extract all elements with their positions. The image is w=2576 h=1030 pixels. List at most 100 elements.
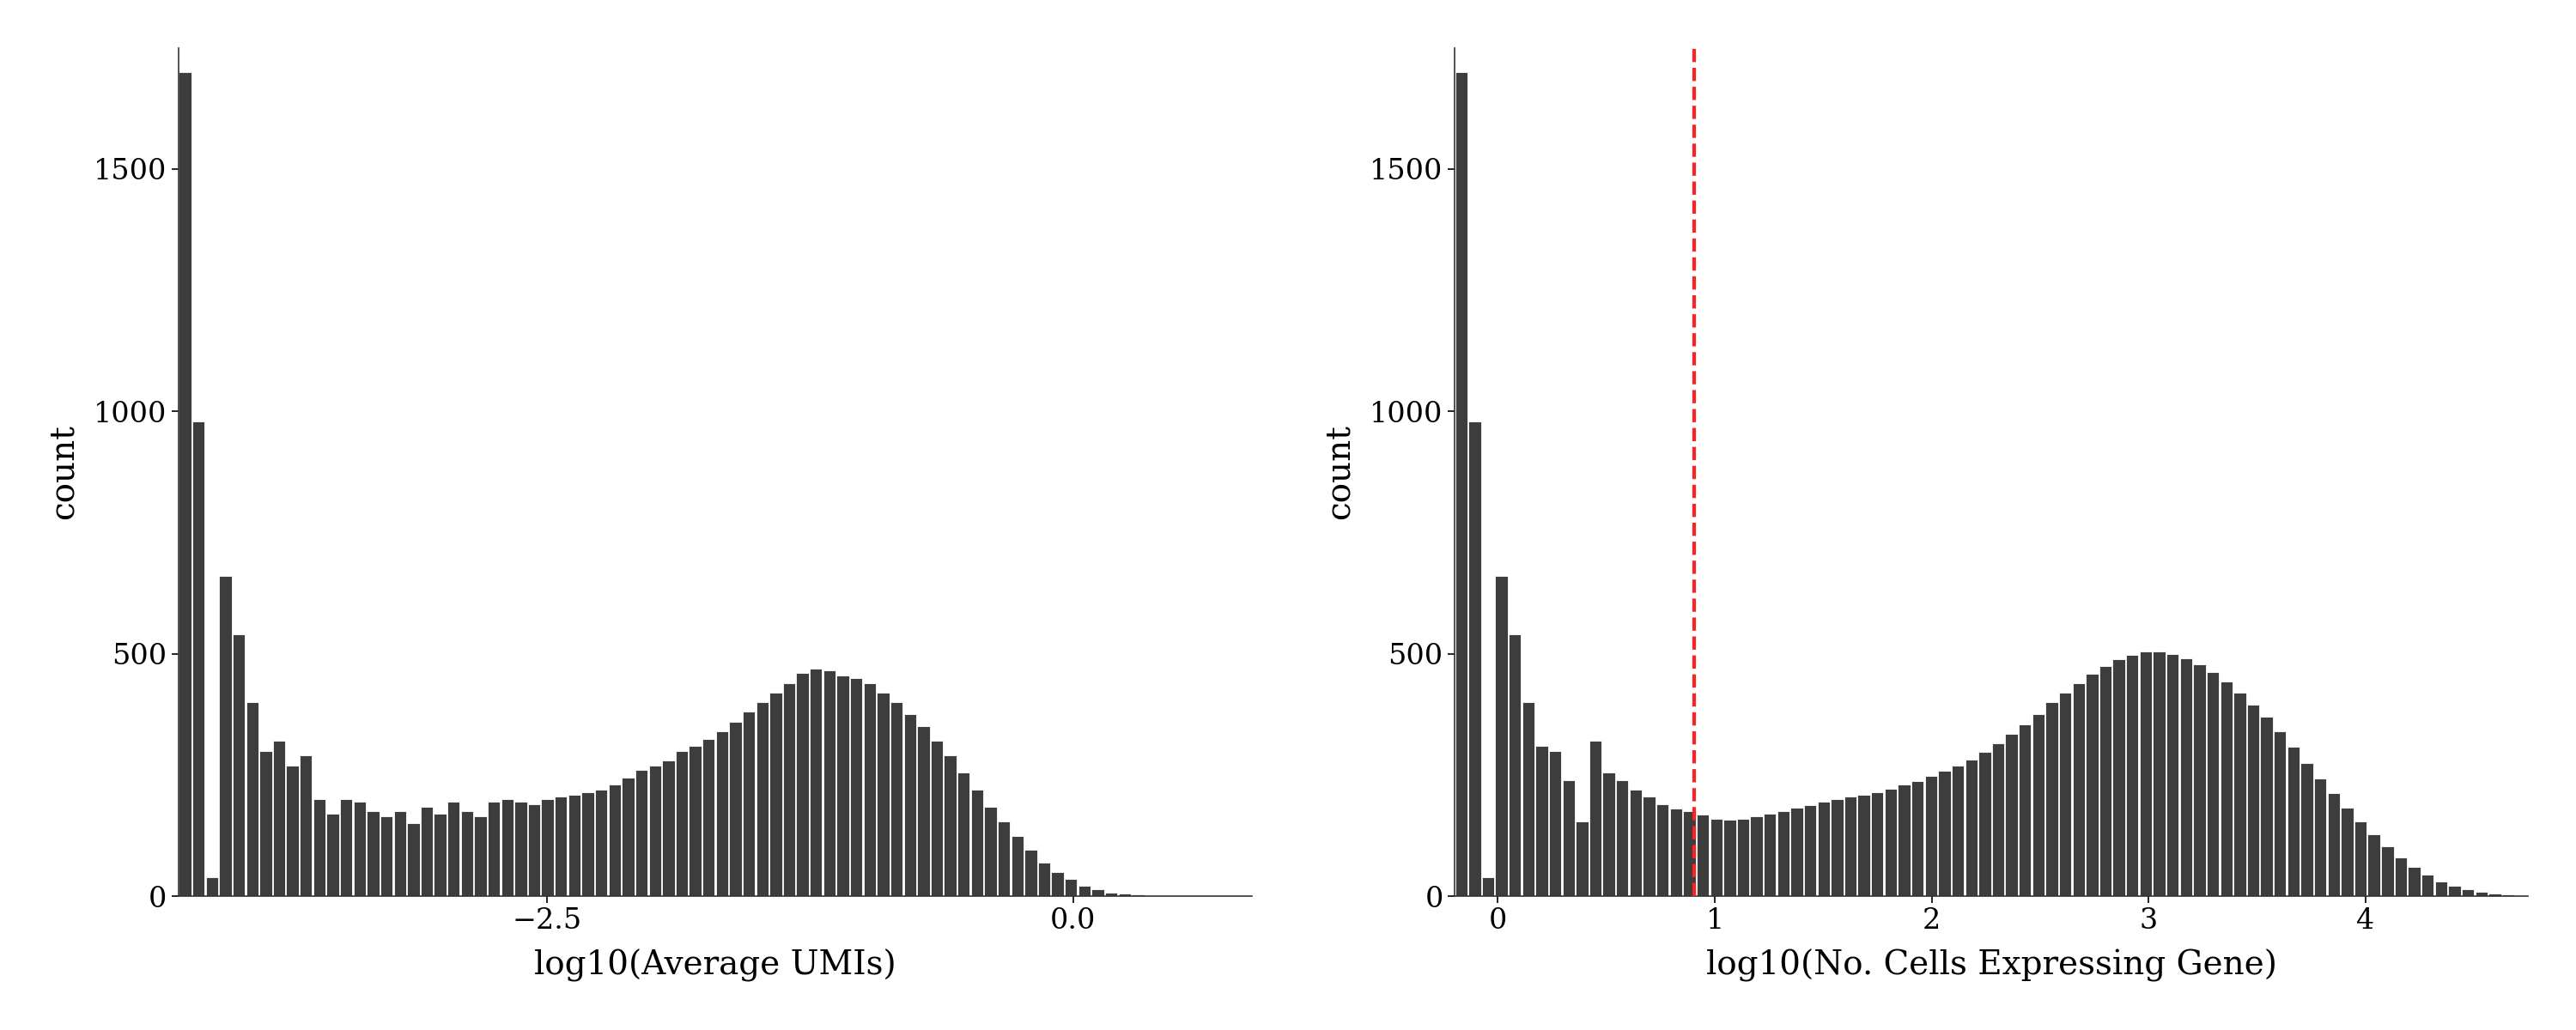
Bar [729,722,742,896]
Bar [487,801,500,896]
Y-axis label: count: count [1324,424,1355,519]
Bar [381,816,392,896]
Bar [366,812,379,896]
Bar [582,792,595,896]
Bar [1832,799,1844,896]
Bar [1131,895,1144,896]
Bar [1682,812,1695,896]
Bar [461,812,474,896]
Bar [783,683,796,896]
Bar [1038,862,1051,896]
Bar [1749,816,1762,896]
Bar [2447,886,2460,896]
Bar [770,692,783,896]
Bar [2329,793,2339,896]
Bar [2058,692,2071,896]
Bar [971,790,984,896]
Bar [2380,847,2393,896]
Bar [541,799,554,896]
Bar [178,72,191,896]
Bar [997,821,1010,896]
Bar [2367,834,2380,896]
Bar [1844,797,1857,896]
Bar [2032,715,2045,896]
Bar [1481,877,1494,896]
Bar [1577,821,1589,896]
Bar [809,668,822,896]
Bar [1535,746,1548,896]
Y-axis label: count: count [49,424,80,519]
Bar [1468,421,1481,896]
Bar [2396,857,2406,896]
Bar [1803,805,1816,896]
Bar [662,760,675,896]
Bar [1079,886,1090,896]
Bar [716,731,729,896]
Bar [2004,733,2017,896]
Bar [850,678,863,896]
Bar [353,801,366,896]
Bar [1602,772,1615,896]
Bar [2259,717,2272,896]
Bar [2112,659,2125,896]
Bar [2488,894,2501,896]
Bar [394,812,407,896]
Bar [260,751,273,896]
Bar [2313,779,2326,896]
Bar [2287,747,2300,896]
Bar [286,765,299,896]
Bar [273,741,286,896]
Bar [595,790,608,896]
Bar [1615,780,1628,896]
Bar [2141,651,2151,896]
Bar [569,794,580,896]
Bar [1965,759,1978,896]
Bar [1092,890,1105,896]
Bar [474,816,487,896]
Bar [1698,815,1708,896]
Bar [2275,731,2285,896]
Bar [837,676,850,896]
Bar [448,801,459,896]
Bar [232,634,245,896]
Bar [314,799,325,896]
Bar [407,824,420,896]
Bar [1978,752,1991,896]
Bar [904,715,917,896]
Bar [1012,835,1023,896]
Bar [1870,792,1883,896]
Bar [2208,673,2218,896]
Bar [1064,880,1077,896]
Bar [2246,705,2259,896]
Bar [1765,814,1775,896]
Bar [796,674,809,896]
Bar [2125,655,2138,896]
Bar [1899,785,1911,896]
Bar [1656,804,1669,896]
Bar [206,877,219,896]
Bar [502,799,513,896]
Bar [1886,789,1896,896]
Bar [1736,819,1749,896]
Bar [824,671,835,896]
Bar [863,683,876,896]
Bar [1522,702,1535,896]
Bar [1455,72,1468,896]
Bar [1494,576,1507,896]
Bar [757,702,768,896]
Bar [1589,741,1602,896]
Bar [2354,821,2367,896]
Bar [2409,867,2421,896]
Bar [1710,819,1723,896]
Bar [943,756,956,896]
Bar [340,799,353,896]
Bar [2342,808,2354,896]
Bar [515,801,528,896]
Bar [1118,894,1131,896]
Bar [1631,790,1641,896]
Bar [703,739,714,896]
Bar [1790,808,1803,896]
Bar [554,797,567,896]
Bar [2074,683,2084,896]
Bar [2233,692,2246,896]
